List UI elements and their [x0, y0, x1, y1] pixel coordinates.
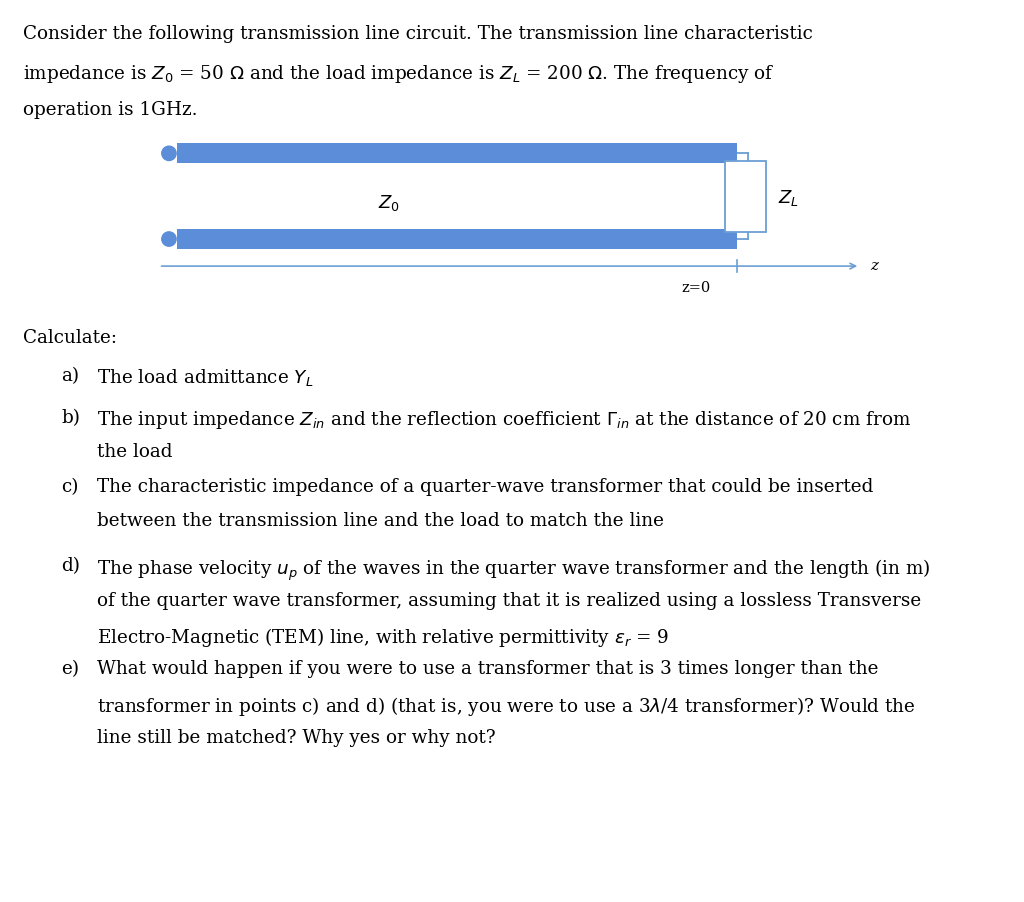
- Ellipse shape: [162, 146, 176, 161]
- Text: between the transmission line and the load to match the line: between the transmission line and the lo…: [97, 512, 665, 530]
- Text: e): e): [61, 660, 80, 678]
- Text: z=0: z=0: [682, 281, 711, 296]
- Ellipse shape: [162, 232, 176, 246]
- Text: Electro-Magnetic (TEM) line, with relative permittivity $\varepsilon_r$ = 9: Electro-Magnetic (TEM) line, with relati…: [97, 626, 670, 649]
- Text: What would happen if you were to use a transformer that is 3 times longer than t: What would happen if you were to use a t…: [97, 660, 879, 678]
- Text: z: z: [870, 259, 879, 273]
- Text: b): b): [61, 409, 81, 427]
- Text: c): c): [61, 478, 79, 496]
- Text: The load admittance $Y_L$: The load admittance $Y_L$: [97, 367, 313, 388]
- Text: of the quarter wave transformer, assuming that it is realized using a lossless T: of the quarter wave transformer, assumin…: [97, 592, 922, 610]
- Text: line still be matched? Why yes or why not?: line still be matched? Why yes or why no…: [97, 729, 496, 747]
- Text: The input impedance $Z_{in}$ and the reflection coefficient $\Gamma_{in}$ at the: The input impedance $Z_{in}$ and the ref…: [97, 409, 911, 430]
- Bar: [177, 229, 737, 249]
- Text: Calculate:: Calculate:: [23, 329, 117, 347]
- Text: $Z_0$: $Z_0$: [378, 193, 400, 213]
- Text: transformer in points c) and d) (that is, you were to use a 3$\lambda$/4 transfo: transformer in points c) and d) (that is…: [97, 695, 915, 717]
- Text: The phase velocity $u_p$ of the waves in the quarter wave transformer and the le: The phase velocity $u_p$ of the waves in…: [97, 557, 931, 583]
- Text: Consider the following transmission line circuit. The transmission line characte: Consider the following transmission line…: [23, 25, 812, 43]
- Text: d): d): [61, 557, 81, 575]
- Text: $Z_L$: $Z_L$: [778, 189, 800, 208]
- Text: the load: the load: [97, 443, 173, 461]
- Text: The characteristic impedance of a quarter-wave transformer that could be inserte: The characteristic impedance of a quarte…: [97, 478, 873, 496]
- Text: impedance is $Z_0$ = 50 $\Omega$ and the load impedance is $Z_L$ = 200 $\Omega$.: impedance is $Z_0$ = 50 $\Omega$ and the…: [23, 63, 774, 85]
- Bar: [725, 161, 766, 232]
- Text: operation is 1GHz.: operation is 1GHz.: [23, 101, 197, 119]
- Text: a): a): [61, 367, 80, 385]
- Bar: [177, 143, 737, 163]
